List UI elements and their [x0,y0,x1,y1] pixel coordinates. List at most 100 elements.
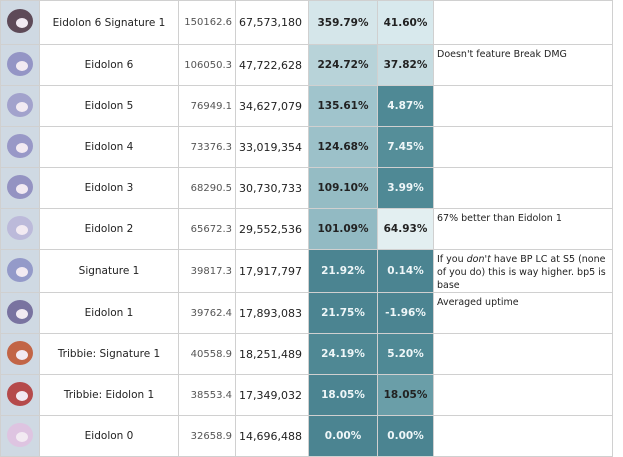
note-cell [433,333,613,375]
avatar [7,299,33,324]
table-row: Eidolon 6 Signature 1 150162.6 67,573,180 3… [0,0,613,45]
avatar [7,340,33,365]
avatar-cell [0,415,40,457]
table-row: Eidolon 2 65672.3 29,552,536 101.09% 64.93% 6… [0,208,613,250]
name-cell: Eidolon 0 [39,415,179,457]
table-row: Eidolon 3 68290.5 30,730,733 109.10% 3.99% [0,167,613,209]
table-row: Eidolon 5 76949.1 34,627,079 135.61% 4.87% [0,85,613,127]
base-cell: 73376.3 [178,126,236,168]
name-cell: Eidolon 2 [39,208,179,250]
table-row: Eidolon 0 32658.9 14,696,488 0.00% 0.00% [0,415,613,457]
avatar-cell [0,85,40,127]
gain-cell: 101.09% [308,208,378,250]
base-cell: 150162.6 [178,0,236,45]
avatar [7,215,33,240]
total-cell: 67,573,180 [235,0,309,45]
gain-cell: 109.10% [308,167,378,209]
avatar-cell [0,167,40,209]
note-cell [433,85,613,127]
table-row: Tribbie: Signature 1 40558.9 18,251,489 24.… [0,333,613,375]
note-cell [433,374,613,416]
note-cell [433,0,613,45]
note-cell [433,415,613,457]
base-cell: 39817.3 [178,249,236,293]
gain-cell: 21.75% [308,292,378,334]
gain-cell: 224.72% [308,44,378,86]
step-cell: 41.60% [377,0,434,45]
note-text: have BP LC at S5 (none of you do) this i… [437,254,606,291]
avatar-cell [0,333,40,375]
note-cell: Doesn't feature Break DMG [433,44,613,86]
base-cell: 65672.3 [178,208,236,250]
gain-cell: 359.79% [308,0,378,45]
total-cell: 47,722,628 [235,44,309,86]
avatar-cell [0,249,40,293]
step-cell: 64.93% [377,208,434,250]
step-cell: -1.96% [377,292,434,334]
note-text: 67% better than Eidolon 1 [437,213,562,224]
gain-cell: 24.19% [308,333,378,375]
note-cell [433,167,613,209]
avatar [7,257,33,282]
gain-cell: 0.00% [308,415,378,457]
name-cell: Eidolon 5 [39,85,179,127]
note-cell: Averaged uptime [433,292,613,334]
avatar-cell [0,0,40,45]
total-cell: 17,917,797 [235,249,309,293]
step-cell: 0.14% [377,249,434,293]
total-cell: 29,552,536 [235,208,309,250]
base-cell: 76949.1 [178,85,236,127]
base-cell: 38553.4 [178,374,236,416]
base-cell: 106050.3 [178,44,236,86]
note-cell: If you don't have BP LC at S5 (none of y… [433,249,613,293]
base-cell: 40558.9 [178,333,236,375]
avatar [7,51,33,76]
gain-cell: 135.61% [308,85,378,127]
avatar [7,174,33,199]
avatar [7,133,33,158]
name-cell: Eidolon 4 [39,126,179,168]
avatar [7,9,33,33]
name-cell: Tribbie: Eidolon 1 [39,374,179,416]
name-cell: Eidolon 3 [39,167,179,209]
avatar [7,92,33,117]
table-row: Eidolon 6 106050.3 47,722,628 224.72% 37.82%… [0,44,613,86]
total-cell: 14,696,488 [235,415,309,457]
step-cell: 18.05% [377,374,434,416]
step-cell: 3.99% [377,167,434,209]
step-cell: 5.20% [377,333,434,375]
table-row: Signature 1 39817.3 17,917,797 21.92% 0.14% I… [0,249,613,293]
avatar-cell [0,44,40,86]
total-cell: 18,251,489 [235,333,309,375]
table-row: Eidolon 4 73376.3 33,019,354 124.68% 7.45% [0,126,613,168]
total-cell: 17,349,032 [235,374,309,416]
gain-cell: 18.05% [308,374,378,416]
table-row: Tribbie: Eidolon 1 38553.4 17,349,032 18.05… [0,374,613,416]
base-cell: 68290.5 [178,167,236,209]
avatar [7,381,33,406]
name-cell: Eidolon 6 [39,44,179,86]
note-text: don't [466,254,491,265]
base-cell: 32658.9 [178,415,236,457]
note-text: If you [437,254,467,265]
gain-cell: 124.68% [308,126,378,168]
name-cell: Eidolon 1 [39,292,179,334]
total-cell: 30,730,733 [235,167,309,209]
note-text: Averaged uptime [437,297,519,308]
note-cell [433,126,613,168]
total-cell: 17,893,083 [235,292,309,334]
step-cell: 4.87% [377,85,434,127]
base-cell: 39762.4 [178,292,236,334]
step-cell: 37.82% [377,44,434,86]
name-cell: Tribbie: Signature 1 [39,333,179,375]
avatar-cell [0,126,40,168]
step-cell: 0.00% [377,415,434,457]
note-cell: 67% better than Eidolon 1 [433,208,613,250]
name-cell: Eidolon 6 Signature 1 [39,0,179,45]
avatar-cell [0,208,40,250]
name-cell: Signature 1 [39,249,179,293]
total-cell: 34,627,079 [235,85,309,127]
